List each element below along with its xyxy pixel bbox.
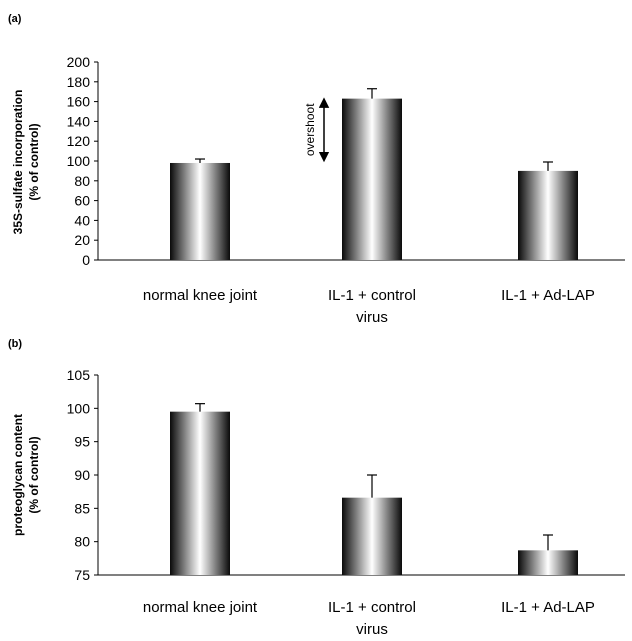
axes-a: 0 20 40 60 80 100 120 140 160 180 200 normal knee j…	[67, 54, 625, 326]
x-category-label: IL-1 + control	[328, 599, 416, 616]
y-tick-label: 80	[74, 534, 90, 550]
y-tick-label: 90	[74, 467, 90, 483]
y-tick-label: 0	[82, 252, 90, 268]
overshoot-annotation: overshoot	[303, 97, 330, 163]
bar	[170, 411, 230, 575]
panel-label-a: (a)	[8, 13, 22, 25]
y-tick-label: 100	[67, 400, 91, 416]
y-axis-title-b-line-1: proteoglycan content	[11, 414, 25, 536]
x-category-label: normal knee joint	[143, 599, 258, 616]
x-category-label: virus	[356, 309, 388, 326]
y-tick-label: 100	[67, 153, 91, 169]
x-category-label: IL-1 + control	[328, 287, 416, 304]
bar	[342, 497, 402, 575]
bar	[518, 550, 578, 575]
y-tick-label: 180	[67, 74, 91, 90]
y-tick-label: 85	[74, 500, 90, 516]
x-category-label: IL-1 + Ad-LAP	[501, 599, 595, 616]
chart-panel-a: (a) 35S-sulfate incorporation (% of cont…	[8, 13, 625, 326]
y-tick-label: 200	[67, 54, 91, 70]
y-axis-title-b: proteoglycan content (% of control)	[11, 414, 41, 536]
y-axis-title-b-line-2: (% of control)	[27, 436, 41, 513]
bars-b	[170, 403, 578, 575]
y-axis-title-a-line-1: 35S-sulfate incorporation	[11, 90, 25, 235]
y-axis-title-a: 35S-sulfate incorporation (% of control)	[11, 90, 41, 235]
bars-a	[170, 88, 578, 260]
panel-label-b: (b)	[8, 338, 22, 350]
y-tick-label: 20	[74, 232, 90, 248]
y-tick-label: 40	[74, 212, 90, 228]
y-tick-label: 140	[67, 113, 91, 129]
y-tick-label: 75	[74, 567, 90, 583]
bar	[518, 170, 578, 260]
bar	[170, 162, 230, 260]
y-tick-label: 105	[67, 367, 91, 383]
y-tick-label: 95	[74, 434, 90, 450]
y-tick-label: 60	[74, 193, 90, 209]
x-category-label: virus	[356, 621, 388, 638]
y-tick-label: 160	[67, 94, 91, 110]
bar	[342, 98, 402, 260]
y-axis-title-a-line-2: (% of control)	[27, 123, 41, 200]
x-category-label: normal knee joint	[143, 287, 258, 304]
y-tick-label: 80	[74, 173, 90, 189]
overshoot-label: overshoot	[303, 103, 317, 156]
y-tick-label: 120	[67, 133, 91, 149]
x-category-label: IL-1 + Ad-LAP	[501, 287, 595, 304]
chart-panel-b: (b) proteoglycan content (% of control) …	[8, 338, 625, 638]
